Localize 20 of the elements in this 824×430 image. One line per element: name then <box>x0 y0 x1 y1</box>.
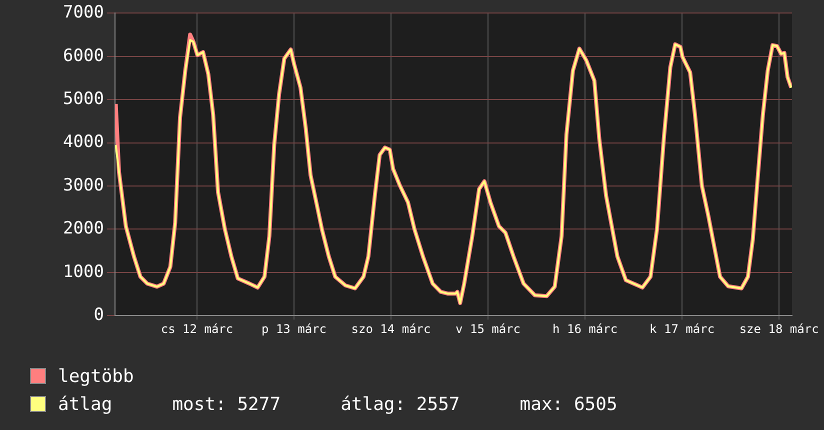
y-tick-label: 0 <box>94 305 104 326</box>
x-tick-label: cs 12 márc <box>160 322 234 336</box>
legend-label: átlag <box>58 394 112 414</box>
y-tick-label: 1000 <box>62 262 104 282</box>
y-tick-label: 3000 <box>62 175 104 196</box>
x-tick-label: h 16 márc <box>552 322 618 336</box>
y-tick-label: 7000 <box>62 2 104 23</box>
x-tick-label: szo 14 márc <box>351 322 431 336</box>
x-tick-label: p 13 márc <box>261 322 327 336</box>
y-tick-label: 5000 <box>62 89 104 110</box>
y-tick-label: 2000 <box>62 218 104 239</box>
text: most: 5277 <box>172 394 281 414</box>
x-tick-label: k 17 márc <box>650 322 715 336</box>
y-tick-label: 4000 <box>62 132 104 152</box>
text: átlag: 2557 <box>340 394 460 414</box>
legend-label: legtöbb <box>58 366 134 386</box>
x-tick-label: sze 18 márc <box>739 322 819 336</box>
text: max: 6505 <box>520 394 618 414</box>
x-tick-label: v 15 márc <box>456 322 521 336</box>
y-tick-label: 6000 <box>62 46 104 66</box>
